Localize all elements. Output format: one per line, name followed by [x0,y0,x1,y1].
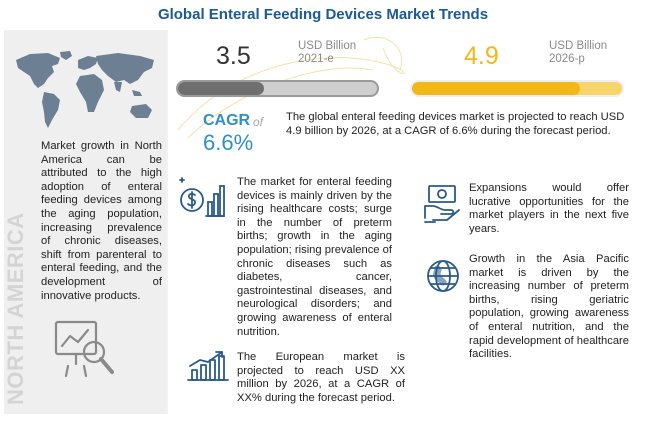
money-chart-icon [179,177,225,217]
progress-bar-2026 [410,80,624,97]
market-drivers-text: The market for enteral feeding devices i… [237,176,392,338]
cagr-value: 6.6% [203,130,254,155]
growth-chart-icon [187,351,229,381]
progress-bar-2021 [176,80,379,97]
market-value-2021: 3.5 [216,42,251,70]
progress-fill-2021 [178,82,264,95]
chart-magnifier-icon [54,320,114,378]
unit-currency-2021: USD Billion [298,40,357,52]
market-summary: The global enteral feeding devices marke… [286,111,625,137]
market-unit-2026: USD Billion 2026-p [549,40,607,66]
cagr-label: CAGR [203,112,251,129]
unit-year-2021: 2021-e [298,53,334,65]
unit-currency-2026: USD Billion [549,40,608,52]
expansion-text: Expansions would offer lucrative opportu… [469,182,629,235]
north-america-description: Market growth in North America can be at… [41,140,162,302]
europe-market-text: The European market is projected to reac… [237,351,405,404]
market-value-2026: 4.9 [464,42,499,70]
globe-icon [427,260,459,292]
unit-year-2026: 2026-p [549,53,585,65]
region-label: NORTH AMERICA [3,212,28,405]
market-unit-2021: USD Billion 2021-e [298,40,356,66]
progress-fill-2026 [412,82,580,95]
asia-pacific-text: Growth in the Asia Pacific market is dri… [469,253,629,361]
world-map-icon [16,51,154,128]
cagr-of: of [253,115,264,129]
hand-money-icon [424,185,460,223]
page-title: Global Enteral Feeding Devices Market Tr… [157,6,489,23]
